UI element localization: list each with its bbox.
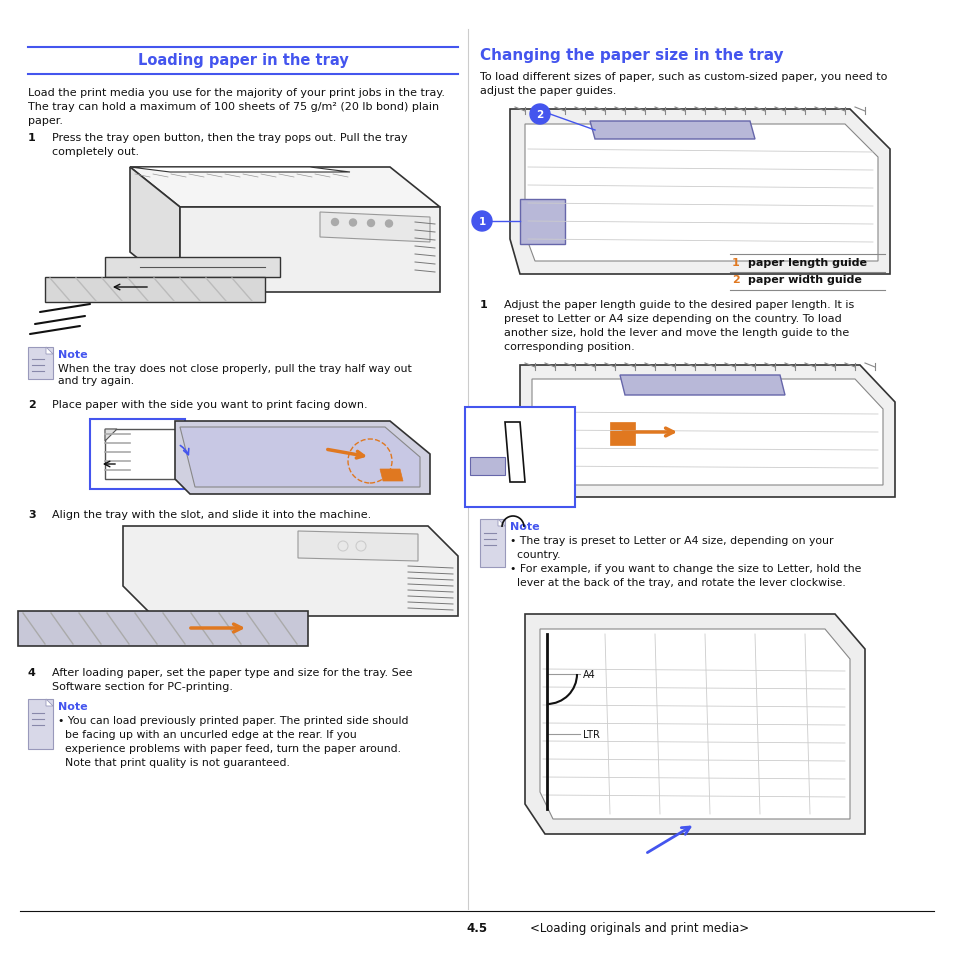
- Text: 4: 4: [28, 667, 36, 678]
- Text: Note: Note: [510, 521, 539, 532]
- Polygon shape: [105, 430, 117, 441]
- Text: Load the print media you use for the majority of your print jobs in the tray.: Load the print media you use for the maj…: [28, 88, 444, 98]
- Text: 2: 2: [28, 399, 35, 410]
- Polygon shape: [609, 422, 635, 446]
- Text: 4.5: 4.5: [466, 921, 487, 934]
- Circle shape: [367, 220, 375, 227]
- Bar: [28, 348, 53, 379]
- Text: experience problems with paper feed, turn the paper around.: experience problems with paper feed, tur…: [58, 743, 400, 753]
- Polygon shape: [524, 615, 864, 834]
- Polygon shape: [539, 629, 849, 820]
- Polygon shape: [470, 457, 504, 476]
- Text: Note: Note: [58, 701, 88, 711]
- Text: 1: 1: [28, 132, 35, 143]
- Bar: [479, 519, 504, 567]
- Polygon shape: [18, 612, 308, 646]
- Polygon shape: [619, 375, 784, 395]
- Polygon shape: [180, 208, 439, 293]
- Text: adjust the paper guides.: adjust the paper guides.: [479, 86, 616, 96]
- Polygon shape: [123, 526, 457, 617]
- Text: The tray can hold a maximum of 100 sheets of 75 g/m² (20 lb bond) plain: The tray can hold a maximum of 100 sheet…: [28, 102, 438, 112]
- Polygon shape: [297, 532, 417, 561]
- Text: To load different sizes of paper, such as custom-sized paper, you need to: To load different sizes of paper, such a…: [479, 71, 886, 82]
- Text: When the tray does not close properly, pull the tray half way out
and try again.: When the tray does not close properly, p…: [58, 364, 412, 385]
- Text: After loading paper, set the paper type and size for the tray. See: After loading paper, set the paper type …: [52, 667, 412, 678]
- Text: corresponding position.: corresponding position.: [503, 341, 634, 352]
- Text: LTR: LTR: [582, 729, 599, 740]
- Text: Adjust the paper length guide to the desired paper length. It is: Adjust the paper length guide to the des…: [503, 299, 853, 310]
- Circle shape: [472, 212, 492, 232]
- Text: country.: country.: [510, 550, 560, 559]
- Polygon shape: [319, 213, 430, 243]
- Polygon shape: [497, 519, 504, 526]
- Text: paper length guide: paper length guide: [747, 257, 866, 268]
- Polygon shape: [524, 125, 877, 262]
- Polygon shape: [130, 168, 439, 208]
- Polygon shape: [130, 168, 350, 172]
- Polygon shape: [464, 408, 575, 507]
- Text: Press the tray open button, then the tray pops out. Pull the tray: Press the tray open button, then the tra…: [52, 132, 407, 143]
- Polygon shape: [519, 366, 894, 497]
- Text: 1: 1: [479, 299, 487, 310]
- Circle shape: [331, 219, 338, 226]
- Text: Software section for PC-printing.: Software section for PC-printing.: [52, 681, 233, 691]
- Polygon shape: [130, 168, 180, 293]
- Circle shape: [349, 220, 356, 227]
- Polygon shape: [379, 470, 402, 481]
- Text: lever at the back of the tray, and rotate the lever clockwise.: lever at the back of the tray, and rotat…: [510, 578, 845, 587]
- Text: A4: A4: [582, 669, 595, 679]
- Polygon shape: [519, 200, 564, 245]
- Text: Changing the paper size in the tray: Changing the paper size in the tray: [479, 48, 782, 63]
- Text: completely out.: completely out.: [52, 147, 139, 157]
- Text: 3: 3: [28, 510, 35, 519]
- Polygon shape: [46, 348, 53, 355]
- Polygon shape: [46, 700, 53, 706]
- Bar: [28, 700, 53, 749]
- Text: 1: 1: [731, 257, 739, 268]
- Polygon shape: [174, 421, 430, 495]
- Bar: [20, 911, 933, 941]
- Text: 1: 1: [477, 216, 485, 227]
- Polygon shape: [589, 122, 754, 140]
- Polygon shape: [180, 428, 419, 488]
- Polygon shape: [90, 419, 185, 490]
- Polygon shape: [105, 257, 280, 277]
- Text: paper width guide: paper width guide: [747, 274, 861, 285]
- Circle shape: [530, 105, 550, 125]
- Text: • For example, if you want to change the size to Letter, hold the: • For example, if you want to change the…: [510, 563, 861, 574]
- Polygon shape: [105, 430, 180, 479]
- Text: be facing up with an uncurled edge at the rear. If you: be facing up with an uncurled edge at th…: [58, 729, 356, 740]
- Polygon shape: [510, 110, 889, 274]
- Polygon shape: [504, 422, 524, 482]
- Text: • The tray is preset to Letter or A4 size, depending on your: • The tray is preset to Letter or A4 siz…: [510, 536, 833, 545]
- Text: 2: 2: [731, 274, 739, 285]
- Polygon shape: [45, 277, 265, 303]
- Circle shape: [385, 221, 392, 228]
- Text: preset to Letter or A4 size depending on the country. To load: preset to Letter or A4 size depending on…: [503, 314, 841, 324]
- Text: Align the tray with the slot, and slide it into the machine.: Align the tray with the slot, and slide …: [52, 510, 371, 519]
- Text: Loading paper in the tray: Loading paper in the tray: [137, 53, 348, 69]
- Text: 2: 2: [536, 110, 543, 120]
- Text: Place paper with the side you want to print facing down.: Place paper with the side you want to pr…: [52, 399, 367, 410]
- Text: another size, hold the lever and move the length guide to the: another size, hold the lever and move th…: [503, 328, 848, 337]
- Polygon shape: [532, 379, 882, 485]
- Text: Note that print quality is not guaranteed.: Note that print quality is not guarantee…: [58, 758, 290, 767]
- Text: <Loading originals and print media>: <Loading originals and print media>: [530, 921, 748, 934]
- Text: • You can load previously printed paper. The printed side should: • You can load previously printed paper.…: [58, 716, 408, 725]
- Text: paper.: paper.: [28, 116, 63, 126]
- Text: Note: Note: [58, 350, 88, 359]
